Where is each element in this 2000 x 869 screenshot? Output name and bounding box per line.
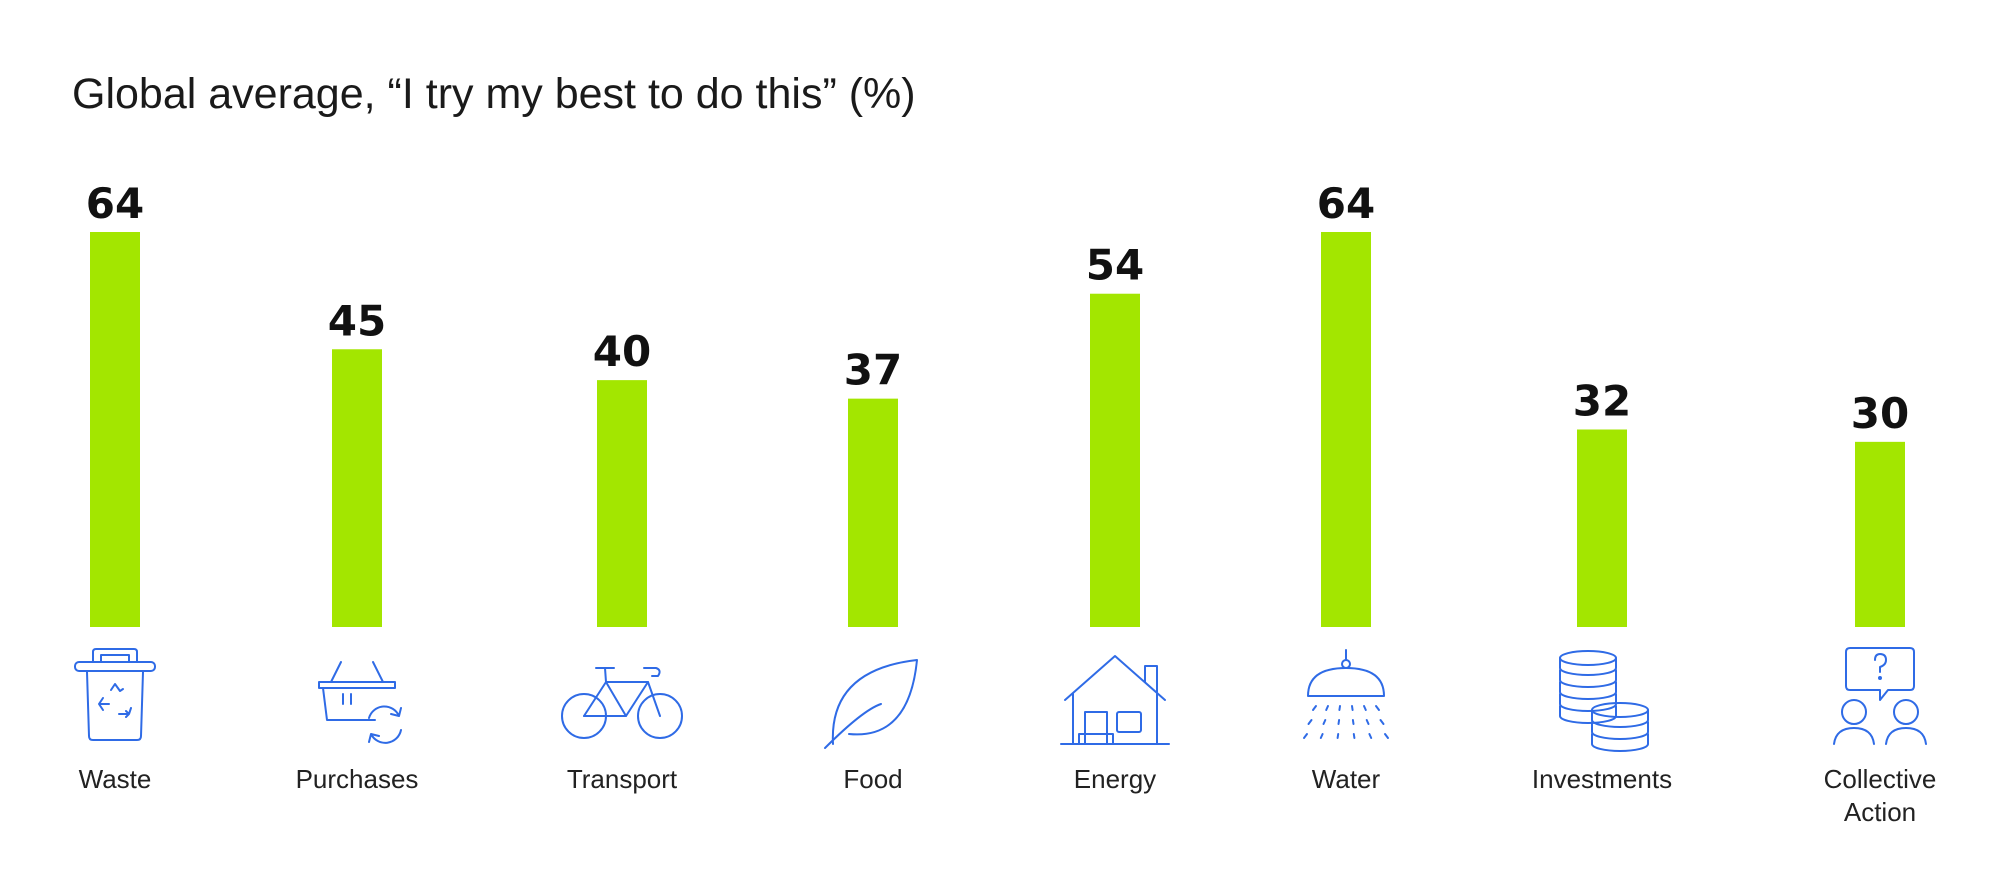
value-label: 64 — [86, 179, 144, 228]
category-label: Collective Action — [1824, 764, 1937, 827]
value-label: 30 — [1851, 389, 1909, 438]
shopping-basket-icon — [318, 661, 402, 744]
category-label: Waste — [79, 764, 152, 794]
house-icon — [1060, 655, 1170, 745]
leaf-icon — [824, 659, 918, 749]
coin-stack-icon — [1559, 650, 1649, 752]
recycling-bin-icon — [74, 648, 156, 741]
category-label: Transport — [567, 764, 678, 794]
bar-energy — [1090, 293, 1140, 627]
value-label: 54 — [1086, 241, 1144, 290]
bar-collective-action — [1855, 441, 1905, 627]
value-label: 45 — [328, 296, 386, 345]
category-label: Purchases — [296, 764, 419, 794]
category-label: Water — [1312, 764, 1381, 794]
value-label: 40 — [593, 327, 651, 376]
value-label: 37 — [844, 346, 902, 395]
category-label: Investments — [1532, 764, 1672, 794]
category-label: Energy — [1074, 764, 1156, 794]
bar-waste — [90, 232, 140, 627]
bar-purchases — [332, 349, 382, 627]
bars-group — [90, 232, 1905, 627]
chart-title: Global average, “I try my best to do thi… — [72, 70, 916, 118]
value-labels-group: 64 45 40 37 54 64 32 30 — [86, 179, 1909, 438]
bar-water — [1321, 232, 1371, 627]
value-label: 64 — [1317, 179, 1375, 228]
bar-investments — [1577, 429, 1627, 627]
bar-food — [848, 398, 898, 627]
category-label: Food — [843, 764, 902, 794]
icons-group — [74, 647, 1927, 752]
category-labels-group: Waste Purchases Transport Food Energy Water In… — [79, 764, 1937, 827]
bar-transport — [597, 380, 647, 627]
shower-icon — [1303, 649, 1389, 739]
value-label: 32 — [1573, 377, 1631, 426]
people-discussion-icon — [1833, 647, 1927, 745]
bicycle-icon — [561, 667, 683, 739]
